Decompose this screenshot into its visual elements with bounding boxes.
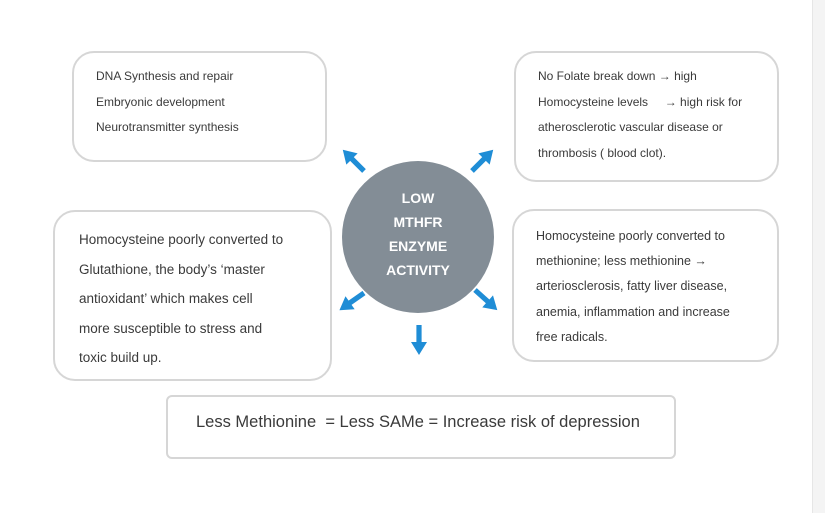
box-line: more susceptible to stress and [79,320,263,336]
box-line: No Folate break down → high [538,69,697,83]
box-homocysteine-risk: No Folate break down → high Homocysteine… [514,51,779,182]
box-line: Neurotransmitter synthesis [96,120,239,134]
box-line: anemia, inflammation and increase [536,304,730,319]
box-methionine: Homocysteine poorly converted to methion… [512,209,779,362]
arrow-down-icon [411,325,427,355]
center-line: MTHFR [393,214,443,230]
center-line: LOW [401,190,435,206]
arrow-up-right-icon [466,144,499,177]
box-normal-functions: DNA Synthesis and repair Embryonic devel… [72,51,327,162]
arrow-down-right-icon [469,284,503,317]
arrow-up-left-icon [337,144,370,177]
box-line: antioxidant’ which makes cell [79,291,253,306]
box-line: Homocysteine levels → high risk for [538,94,743,109]
box-line: arteriosclerosis, fatty liver disease, [536,279,728,294]
box-line: Embryonic development [96,94,225,109]
box-line: free radicals. [536,329,608,344]
center-node-low-mthfr: LOW MTHFR ENZYME ACTIVITY [342,161,494,313]
box-line: thrombosis ( blood clot). [538,145,667,160]
page-right-edge [812,0,825,513]
center-line: ENZYME [388,238,448,254]
box-line: Glutathione, the body’s ‘master [79,261,265,277]
box-glutathione: Homocysteine poorly converted to Glutath… [53,210,332,381]
box-line: Homocysteine poorly converted to [79,232,284,247]
box-line: DNA Synthesis and repair [96,69,234,83]
center-line: ACTIVITY [386,262,450,278]
box-line: atherosclerotic vascular disease or [538,120,723,134]
box-text: Less Methionine = Less SAMe = Increase r… [196,413,640,431]
box-line: Homocysteine poorly converted to [536,229,725,243]
box-line: toxic build up. [79,350,162,365]
box-depression-risk: Less Methionine = Less SAMe = Increase r… [166,395,676,459]
box-line: methionine; less methionine → [536,254,707,269]
